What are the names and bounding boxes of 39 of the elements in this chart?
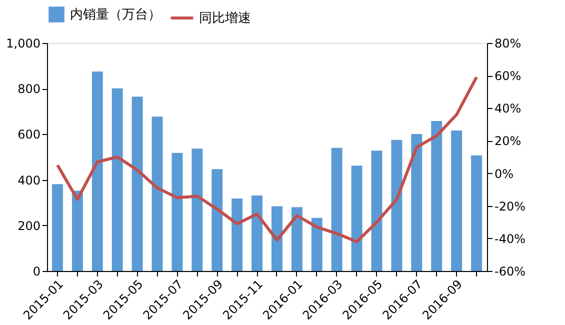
bar xyxy=(192,148,203,271)
y-tick-label: 800 xyxy=(18,82,40,96)
bar xyxy=(291,207,302,271)
y2-tick-label: 80% xyxy=(494,36,522,50)
legend-label: 同比增速 xyxy=(199,11,251,26)
bar xyxy=(112,88,123,271)
y2-tick-label: 40% xyxy=(494,102,522,116)
y-tick-label: 400 xyxy=(18,173,40,188)
bar xyxy=(92,72,103,271)
y2-tick-label: -20% xyxy=(494,199,526,214)
bar xyxy=(331,148,342,271)
bar xyxy=(431,120,442,271)
bar xyxy=(411,134,422,271)
y2-tick-label: 60% xyxy=(494,69,522,84)
y-tick-label: 200 xyxy=(18,218,40,233)
bar xyxy=(311,218,322,271)
y2-tick-label: -60% xyxy=(494,264,526,278)
bar xyxy=(351,166,362,271)
y-tick-label: 1,000 xyxy=(6,36,40,50)
line-series xyxy=(56,76,478,244)
bar xyxy=(212,169,223,271)
bar xyxy=(52,184,63,271)
bar xyxy=(371,150,382,271)
bar xyxy=(471,155,482,271)
y-tick-label: 0 xyxy=(32,264,40,278)
bar xyxy=(172,152,183,271)
bar xyxy=(252,196,263,271)
bar xyxy=(132,96,143,271)
bar xyxy=(72,190,83,271)
bar xyxy=(232,198,243,271)
bar xyxy=(152,116,163,271)
bar xyxy=(271,206,282,271)
y2-tick-label: 0% xyxy=(494,166,514,181)
y2-tick-label: 20% xyxy=(494,134,522,148)
y-tick-label: 600 xyxy=(18,128,40,142)
y2-tick-label: -40% xyxy=(494,232,526,246)
bar xyxy=(391,140,402,271)
bar xyxy=(451,130,462,271)
legend-label: 内销量（万台） xyxy=(70,8,161,22)
